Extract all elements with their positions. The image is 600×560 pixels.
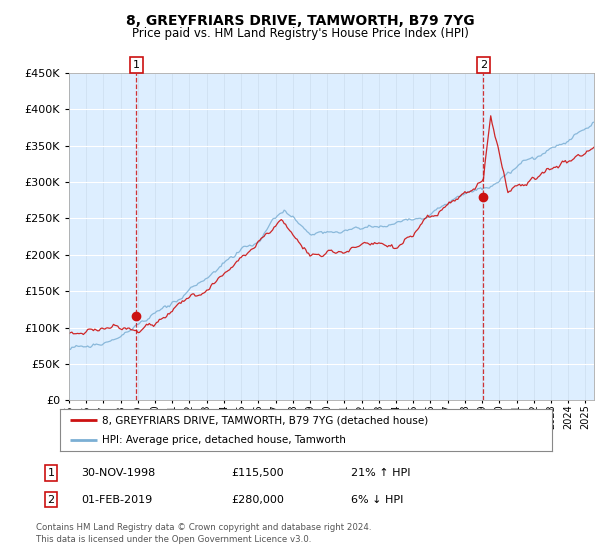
Text: Price paid vs. HM Land Registry's House Price Index (HPI): Price paid vs. HM Land Registry's House … (131, 27, 469, 40)
Text: 01-FEB-2019: 01-FEB-2019 (81, 494, 152, 505)
Text: 21% ↑ HPI: 21% ↑ HPI (351, 468, 410, 478)
Text: HPI: Average price, detached house, Tamworth: HPI: Average price, detached house, Tamw… (102, 435, 346, 445)
Text: Contains HM Land Registry data © Crown copyright and database right 2024.: Contains HM Land Registry data © Crown c… (36, 523, 371, 532)
Text: 8, GREYFRIARS DRIVE, TAMWORTH, B79 7YG (detached house): 8, GREYFRIARS DRIVE, TAMWORTH, B79 7YG (… (102, 415, 428, 425)
Text: £280,000: £280,000 (231, 494, 284, 505)
Text: £115,500: £115,500 (231, 468, 284, 478)
Text: 1: 1 (47, 468, 55, 478)
Text: 8, GREYFRIARS DRIVE, TAMWORTH, B79 7YG: 8, GREYFRIARS DRIVE, TAMWORTH, B79 7YG (125, 14, 475, 28)
Text: 2: 2 (47, 494, 55, 505)
Text: This data is licensed under the Open Government Licence v3.0.: This data is licensed under the Open Gov… (36, 535, 311, 544)
Text: 2: 2 (480, 60, 487, 70)
Text: 30-NOV-1998: 30-NOV-1998 (81, 468, 155, 478)
Text: 1: 1 (133, 60, 140, 70)
Text: 6% ↓ HPI: 6% ↓ HPI (351, 494, 403, 505)
